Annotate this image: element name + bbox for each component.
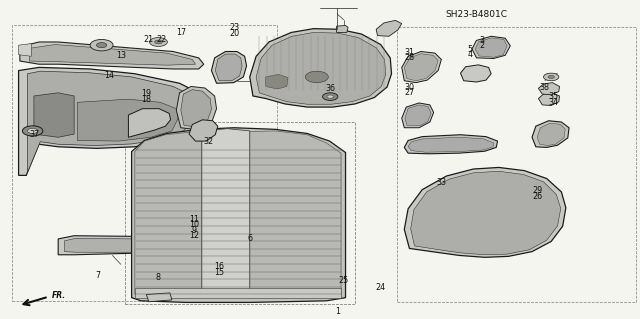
- Circle shape: [90, 40, 113, 51]
- Text: 32: 32: [203, 137, 213, 145]
- Polygon shape: [404, 54, 438, 81]
- Text: 29: 29: [532, 186, 542, 195]
- Text: 22: 22: [157, 35, 167, 44]
- Text: 33: 33: [436, 178, 446, 187]
- Text: FR.: FR.: [52, 291, 66, 300]
- Text: 16: 16: [214, 262, 224, 271]
- Polygon shape: [408, 137, 493, 152]
- Polygon shape: [19, 67, 204, 175]
- Text: 35: 35: [548, 93, 558, 101]
- Polygon shape: [180, 90, 211, 128]
- Bar: [12, 25, 277, 301]
- Polygon shape: [404, 167, 566, 257]
- Polygon shape: [472, 36, 510, 58]
- Polygon shape: [532, 121, 569, 147]
- Polygon shape: [129, 109, 171, 137]
- Text: 27: 27: [404, 88, 415, 97]
- Text: 24: 24: [375, 283, 385, 292]
- Polygon shape: [135, 288, 341, 298]
- Polygon shape: [538, 83, 559, 95]
- Polygon shape: [211, 51, 246, 83]
- Text: 23: 23: [229, 23, 239, 32]
- Polygon shape: [405, 105, 431, 126]
- Circle shape: [150, 38, 168, 47]
- Polygon shape: [135, 131, 202, 294]
- Polygon shape: [77, 99, 178, 141]
- Polygon shape: [402, 51, 442, 83]
- Polygon shape: [29, 45, 195, 65]
- Polygon shape: [411, 171, 561, 255]
- Polygon shape: [537, 123, 565, 145]
- Text: 28: 28: [404, 53, 415, 62]
- Circle shape: [97, 43, 107, 48]
- Polygon shape: [250, 29, 392, 107]
- Circle shape: [327, 95, 333, 98]
- Polygon shape: [189, 120, 218, 141]
- Text: 1: 1: [335, 307, 340, 316]
- Text: 25: 25: [339, 276, 349, 285]
- Text: 14: 14: [104, 71, 115, 80]
- Polygon shape: [176, 86, 216, 130]
- Text: 7: 7: [95, 271, 100, 280]
- Polygon shape: [376, 20, 402, 36]
- Text: 10: 10: [189, 220, 199, 229]
- Text: 4: 4: [468, 50, 472, 59]
- Text: 5: 5: [467, 45, 472, 55]
- Polygon shape: [475, 38, 507, 57]
- Text: 26: 26: [532, 191, 542, 201]
- Polygon shape: [402, 103, 434, 128]
- Text: 15: 15: [214, 268, 224, 277]
- Text: 36: 36: [325, 84, 335, 93]
- Circle shape: [28, 128, 38, 133]
- Circle shape: [22, 126, 43, 136]
- Polygon shape: [256, 33, 386, 104]
- Polygon shape: [34, 93, 74, 137]
- Text: 37: 37: [29, 130, 40, 139]
- Text: 13: 13: [116, 51, 125, 61]
- Text: 11: 11: [189, 215, 199, 224]
- Polygon shape: [250, 131, 341, 294]
- Bar: [125, 122, 355, 304]
- Text: 2: 2: [479, 41, 484, 50]
- Polygon shape: [215, 54, 242, 81]
- Polygon shape: [20, 42, 204, 69]
- Text: 18: 18: [141, 95, 151, 104]
- Polygon shape: [337, 26, 348, 33]
- Text: SH23-B4801C: SH23-B4801C: [445, 10, 508, 19]
- Bar: [397, 27, 636, 302]
- Polygon shape: [19, 44, 31, 56]
- Circle shape: [543, 73, 559, 81]
- Text: 6: 6: [247, 234, 252, 243]
- Polygon shape: [538, 93, 559, 106]
- Text: 30: 30: [404, 83, 415, 92]
- Polygon shape: [202, 129, 250, 294]
- Text: 8: 8: [156, 273, 161, 282]
- Text: 21: 21: [144, 35, 154, 44]
- Text: 12: 12: [189, 231, 199, 240]
- Text: 34: 34: [548, 98, 558, 107]
- Text: 3: 3: [480, 36, 484, 45]
- Circle shape: [323, 93, 338, 100]
- Polygon shape: [266, 74, 288, 89]
- Polygon shape: [404, 135, 497, 154]
- Circle shape: [155, 40, 163, 44]
- Polygon shape: [132, 128, 346, 302]
- Polygon shape: [147, 293, 172, 302]
- Text: 31: 31: [404, 48, 415, 57]
- Text: 9: 9: [191, 226, 196, 234]
- Polygon shape: [58, 236, 170, 255]
- Circle shape: [548, 75, 554, 78]
- Text: 19: 19: [141, 89, 152, 98]
- Text: 20: 20: [229, 29, 239, 38]
- Polygon shape: [28, 71, 195, 172]
- Polygon shape: [65, 238, 166, 252]
- Text: 17: 17: [176, 28, 186, 37]
- Text: 38: 38: [540, 83, 550, 92]
- Circle shape: [305, 71, 328, 83]
- Polygon shape: [461, 65, 491, 82]
